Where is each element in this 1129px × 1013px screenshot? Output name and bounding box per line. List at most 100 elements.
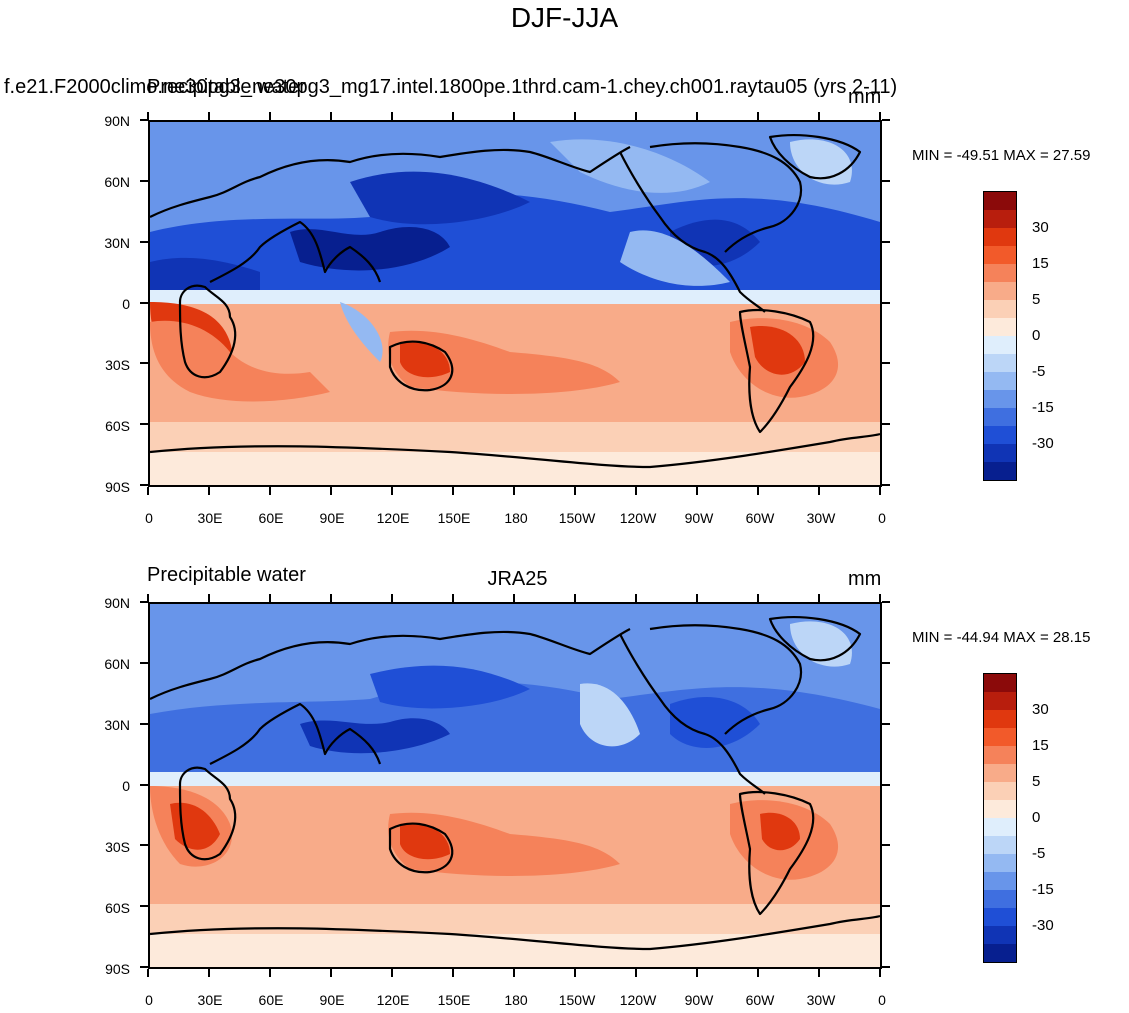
- colorbar-cell: [984, 210, 1016, 228]
- lon-tick-mark: [147, 594, 149, 602]
- colorbar: [983, 191, 1017, 481]
- panel-variable-title: Precipitable water: [147, 564, 306, 586]
- lat-tick-label: 90N: [104, 595, 130, 611]
- colorbar-cell: [984, 692, 1016, 710]
- lat-tick-mark: [882, 722, 890, 725]
- colorbar-cell: [984, 264, 1016, 282]
- lat-tick-mark: [140, 905, 148, 908]
- map-plot-model: [148, 120, 882, 487]
- lon-tick-mark: [635, 594, 637, 602]
- min-max-stats: MIN = -44.94 MAX = 28.15: [912, 629, 1091, 646]
- lat-tick-mark: [140, 423, 148, 426]
- lat-tick-label: 30S: [105, 839, 130, 855]
- lat-tick-mark: [140, 783, 148, 786]
- lon-tick-mark: [391, 969, 393, 977]
- panel-model: f.e21.F2000climo.ne30pg3_ne30pg3_mg17.in…: [0, 75, 1129, 526]
- colorbar-cell: [984, 854, 1016, 872]
- lon-tick-mark: [574, 112, 576, 120]
- lon-tick-label: 30E: [197, 992, 223, 1008]
- lon-tick-mark: [208, 487, 210, 495]
- lon-tick-label: 120W: [619, 992, 657, 1008]
- colorbar-label: -5: [1032, 363, 1046, 380]
- colorbar-cell: [984, 372, 1016, 390]
- lon-tick-label: 180: [504, 992, 528, 1008]
- map-field-model: [150, 122, 880, 485]
- lat-tick-mark: [882, 179, 890, 182]
- lon-tick-mark: [635, 112, 637, 120]
- colorbar-cell: [984, 908, 1016, 926]
- colorbar-label: -30: [1032, 917, 1054, 934]
- lat-tick-label: 30N: [104, 235, 130, 251]
- lon-tick-label: 150W: [558, 510, 596, 526]
- lat-tick-mark: [882, 905, 890, 908]
- lon-tick-mark: [391, 594, 393, 602]
- lon-tick-mark: [757, 487, 759, 495]
- colorbar-label: 5: [1032, 291, 1041, 308]
- lat-tick-mark: [140, 484, 148, 486]
- lon-tick-mark: [696, 969, 698, 977]
- colorbar-cell: [984, 282, 1016, 300]
- lon-tick-mark: [757, 112, 759, 120]
- lat-tick-label: 0: [122, 778, 130, 794]
- lon-tick-mark: [879, 112, 881, 120]
- lon-tick-label: 30W: [806, 510, 836, 526]
- lon-tick-mark: [696, 112, 698, 120]
- map-field-observation: [150, 604, 880, 967]
- lon-tick-label: 0: [878, 992, 886, 1008]
- lon-tick-mark: [879, 969, 881, 977]
- colorbar-cell: [984, 872, 1016, 890]
- lon-tick-mark: [818, 969, 820, 977]
- lon-tick-mark: [818, 112, 820, 120]
- lon-tick-mark: [574, 969, 576, 977]
- lon-tick-label: 60W: [745, 510, 775, 526]
- lon-tick-mark: [208, 594, 210, 602]
- lon-tick-mark: [391, 487, 393, 495]
- lon-tick-mark: [391, 112, 393, 120]
- panel-units: mm: [848, 86, 882, 108]
- lat-tick-mark: [882, 484, 890, 486]
- lon-tick-mark: [635, 487, 637, 495]
- lon-tick-mark: [147, 487, 149, 495]
- lon-tick-label: 120E: [376, 510, 410, 526]
- lon-tick-mark: [330, 969, 332, 977]
- lat-tick-mark: [140, 362, 148, 365]
- lon-tick-mark: [452, 112, 454, 120]
- lat-tick-mark: [882, 240, 890, 243]
- lat-tick-mark: [140, 301, 148, 304]
- lon-tick-mark: [513, 112, 515, 120]
- colorbar: [983, 673, 1017, 963]
- colorbar-cell: [984, 246, 1016, 264]
- lon-tick-mark: [147, 112, 149, 120]
- lon-tick-label: 30E: [197, 510, 223, 526]
- lat-tick-mark: [882, 362, 890, 365]
- lat-tick-label: 0: [122, 296, 130, 312]
- lon-tick-mark: [208, 112, 210, 120]
- colorbar-cell: [984, 408, 1016, 426]
- lat-tick-mark: [882, 783, 890, 786]
- lon-tick-label: 90W: [684, 510, 714, 526]
- lon-tick-label: 30W: [806, 992, 836, 1008]
- lat-tick-label: 90S: [105, 479, 130, 495]
- colorbar-cell: [984, 764, 1016, 782]
- colorbar-cell: [984, 782, 1016, 800]
- lon-tick-label: 90E: [319, 992, 345, 1008]
- colorbar-cell: [984, 462, 1016, 480]
- lat-tick-mark: [140, 844, 148, 847]
- colorbar-cell: [984, 800, 1016, 818]
- colorbar-cell: [984, 444, 1016, 462]
- colorbar-label: -15: [1032, 399, 1054, 416]
- lon-tick-label: 0: [878, 510, 886, 526]
- colorbar-cell: [984, 926, 1016, 944]
- lat-tick-mark: [140, 966, 148, 968]
- lon-tick-mark: [269, 112, 271, 120]
- lon-tick-mark: [269, 969, 271, 977]
- lon-tick-mark: [452, 487, 454, 495]
- lat-tick-mark: [140, 179, 148, 182]
- lat-tick-mark: [882, 844, 890, 847]
- lon-tick-mark: [818, 487, 820, 495]
- lon-tick-label: 90W: [684, 992, 714, 1008]
- lon-tick-label: 120W: [619, 510, 657, 526]
- colorbar-cell: [984, 318, 1016, 336]
- colorbar-label: 5: [1032, 773, 1041, 790]
- lon-tick-mark: [696, 487, 698, 495]
